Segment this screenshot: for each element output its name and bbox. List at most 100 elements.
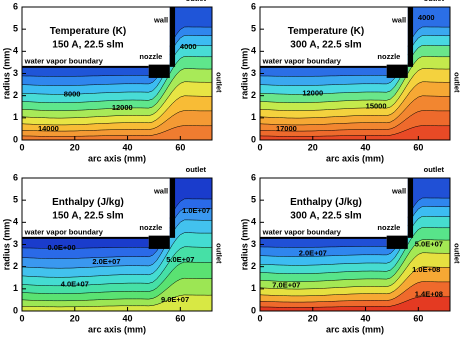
y-tick-label: 4 <box>251 46 256 56</box>
y-axis-label: radius (mm) <box>239 48 249 100</box>
panel-title: Temperature (K) <box>50 26 127 37</box>
annotation: outlet <box>453 243 462 264</box>
contour-label: 2.0E+07 <box>92 257 120 266</box>
x-axis-label: arc axis (mm) <box>88 153 146 163</box>
annotation: wall <box>391 15 406 24</box>
y-axis-label: radius (mm) <box>1 219 11 271</box>
annotation: outlet <box>186 165 207 174</box>
y-tick-label: 1 <box>13 112 18 122</box>
y-tick-label: 0 <box>251 305 256 315</box>
contour-label: 4000 <box>418 13 435 22</box>
y-tick-label: 5 <box>251 195 256 205</box>
contour-band <box>260 296 450 311</box>
y-tick-label: 4 <box>13 217 18 227</box>
y-tick-label: 2 <box>251 261 256 271</box>
contour-label: 8000 <box>64 90 81 99</box>
x-tick-label: 0 <box>257 313 262 323</box>
nozzle <box>148 64 170 78</box>
y-tick-label: 6 <box>13 1 18 11</box>
y-tick-label: 6 <box>251 1 256 11</box>
annotation: water vapor boundary <box>262 227 342 236</box>
y-tick-label: 3 <box>13 68 18 78</box>
contour-label: 5.0E+07 <box>166 255 194 264</box>
y-tick-label: 2 <box>13 261 18 271</box>
contour-field <box>22 178 212 311</box>
contour-label: 17000 <box>276 124 297 133</box>
x-tick-label: 40 <box>123 142 133 152</box>
y-tick-label: 4 <box>13 46 18 56</box>
panel-title: Temperature (K) <box>288 26 365 37</box>
contour-label: 1.0E+07 <box>182 206 210 215</box>
annotation: nozzle <box>139 223 162 232</box>
y-tick-label: 0 <box>13 305 18 315</box>
nozzle <box>386 235 408 249</box>
annotation: nozzle <box>377 52 400 61</box>
panel: 0 20 40 60 0 1 2 3 4 5 6 arc axis (mm) radius (mm) En… <box>1 165 223 334</box>
y-axis-label: radius (mm) <box>239 219 249 271</box>
annotation: wall <box>391 186 406 195</box>
annotation: water vapor boundary <box>262 56 342 65</box>
x-tick-label: 60 <box>413 142 423 152</box>
y-tick-label: 4 <box>251 217 256 227</box>
wall <box>169 178 176 238</box>
contour-label: 9.0E+07 <box>161 295 189 304</box>
y-tick-label: 1 <box>251 112 256 122</box>
y-tick-label: 6 <box>13 172 18 182</box>
contour-label: 5.0E+07 <box>415 239 443 248</box>
y-tick-label: 0 <box>13 134 18 144</box>
x-tick-label: 0 <box>19 313 24 323</box>
x-axis-label: arc axis (mm) <box>326 324 384 334</box>
annotation: outlet <box>215 72 224 93</box>
annotation: outlet <box>215 243 224 264</box>
panel-subtitle: 300 A, 22.5 slm <box>290 210 361 221</box>
nozzle <box>148 235 170 249</box>
panel-title: Enthalpy (J/kg) <box>290 197 362 208</box>
contour-field <box>260 7 450 140</box>
contour-label: 0.0E+00 <box>48 243 76 252</box>
contour-band <box>260 125 450 140</box>
y-tick-label: 2 <box>13 90 18 100</box>
contour-label: 15000 <box>366 102 387 111</box>
y-tick-label: 5 <box>13 195 18 205</box>
panel-subtitle: 300 A, 22.5 slm <box>290 39 361 50</box>
panel: 0 20 40 60 0 1 2 3 4 5 6 arc axis (mm) radius (mm) Te… <box>1 0 223 163</box>
x-tick-label: 0 <box>257 142 262 152</box>
contour-label: 12000 <box>112 103 133 112</box>
y-axis-label: radius (mm) <box>1 48 11 100</box>
y-tick-label: 3 <box>251 68 256 78</box>
panel: 0 20 40 60 0 1 2 3 4 5 6 arc axis (mm) radius (mm) En… <box>239 165 461 334</box>
contour-label: 1.4E+08 <box>415 289 443 298</box>
annotation: water vapor boundary <box>24 227 104 236</box>
annotation: outlet <box>424 165 445 174</box>
y-tick-label: 5 <box>251 24 256 34</box>
contour-label: 4.0E+07 <box>61 279 89 288</box>
contour-label: 2.0E+07 <box>299 248 327 257</box>
x-axis-label: arc axis (mm) <box>326 153 384 163</box>
x-tick-label: 40 <box>361 313 371 323</box>
x-tick-label: 20 <box>308 142 318 152</box>
y-tick-label: 1 <box>13 283 18 293</box>
contour-label: 12000 <box>302 88 323 97</box>
contour-label: 1.0E+08 <box>412 265 440 274</box>
x-tick-label: 60 <box>175 142 185 152</box>
x-axis-label: arc axis (mm) <box>88 324 146 334</box>
x-tick-label: 20 <box>70 313 80 323</box>
annotation: outlet <box>453 72 462 93</box>
x-tick-label: 20 <box>308 313 318 323</box>
x-tick-label: 40 <box>123 313 133 323</box>
annotation: wall <box>153 186 168 195</box>
annotation: nozzle <box>139 52 162 61</box>
wall <box>169 7 176 67</box>
x-tick-label: 60 <box>175 313 185 323</box>
y-tick-label: 0 <box>251 134 256 144</box>
annotation: wall <box>153 15 168 24</box>
annotation: outlet <box>424 0 445 3</box>
y-tick-label: 1 <box>251 283 256 293</box>
contour-band <box>22 294 212 311</box>
y-tick-label: 5 <box>13 24 18 34</box>
y-tick-label: 2 <box>251 90 256 100</box>
nozzle <box>386 64 408 78</box>
wall <box>407 178 414 238</box>
wall <box>407 7 414 67</box>
